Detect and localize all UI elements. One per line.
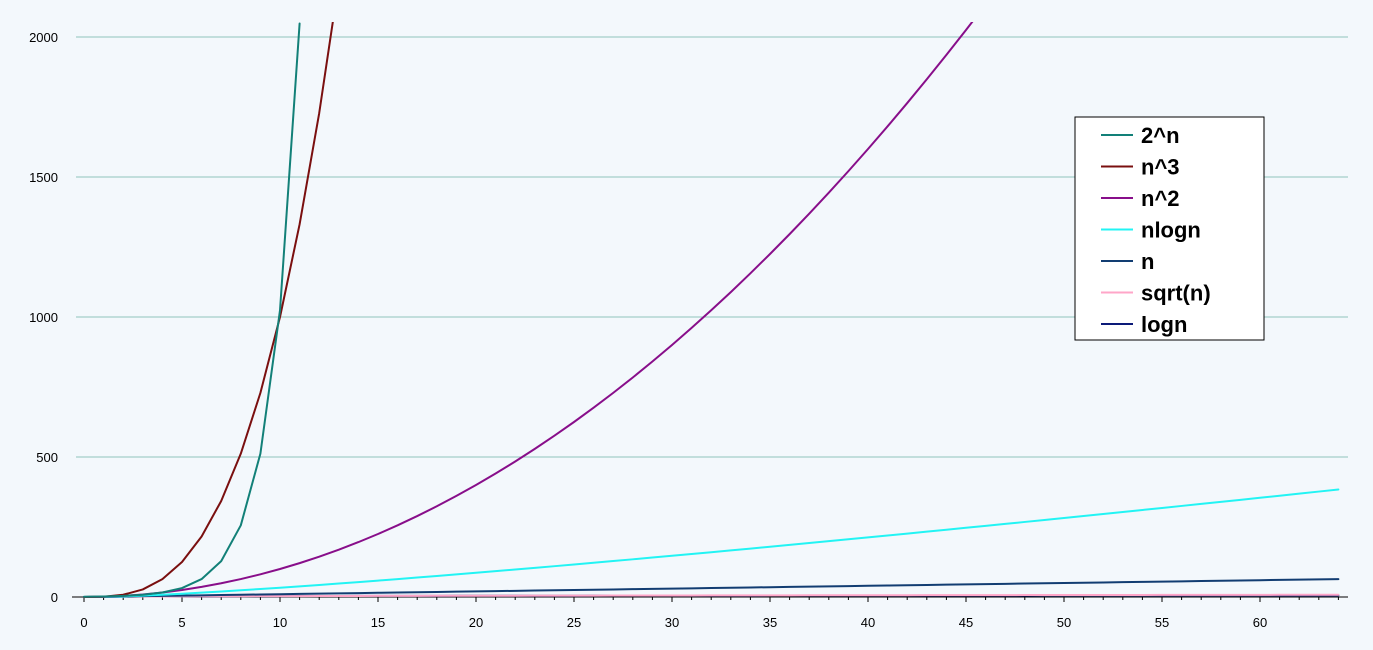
y-tick-label: 1500 [29,170,58,185]
x-tick-label: 20 [469,615,483,630]
x-tick-label: 0 [80,615,87,630]
x-tick-label: 40 [861,615,875,630]
x-tick-label: 45 [959,615,973,630]
series-line-n-3 [83,22,334,598]
series-line-n [83,578,1340,598]
y-tick-label: 500 [36,450,58,465]
legend-label: n^3 [1141,155,1180,180]
legend-label: logn [1141,312,1187,337]
legend-label: 2^n [1141,123,1180,148]
series-lines [83,22,1340,598]
legend-label: n^2 [1141,186,1180,211]
legend-label: nlogn [1141,218,1201,243]
x-tick-label: 50 [1057,615,1071,630]
y-tick-label: 0 [51,590,58,605]
series-line-n-2 [83,22,974,598]
legend-label: n [1141,249,1154,274]
x-tick-label: 30 [665,615,679,630]
y-tick-label: 2000 [29,30,58,45]
x-tick-label: 55 [1155,615,1169,630]
x-tick-label: 15 [371,615,385,630]
x-tick-label: 25 [567,615,581,630]
x-tick-label: 5 [178,615,185,630]
series-line-sqrt-n- [83,593,1340,598]
legend-box [1074,116,1265,341]
x-tick-label: 10 [273,615,287,630]
legend-label: sqrt(n) [1141,281,1211,306]
series-line-2-n [83,22,301,598]
x-tick-label: 35 [763,615,777,630]
x-tick-label: 60 [1253,615,1267,630]
series-line-nlogn [83,488,1340,598]
legend: 2^n n^3 n^2 nlogn n sqrt(n) logn [1074,116,1265,341]
y-tick-label: 1000 [29,310,58,325]
